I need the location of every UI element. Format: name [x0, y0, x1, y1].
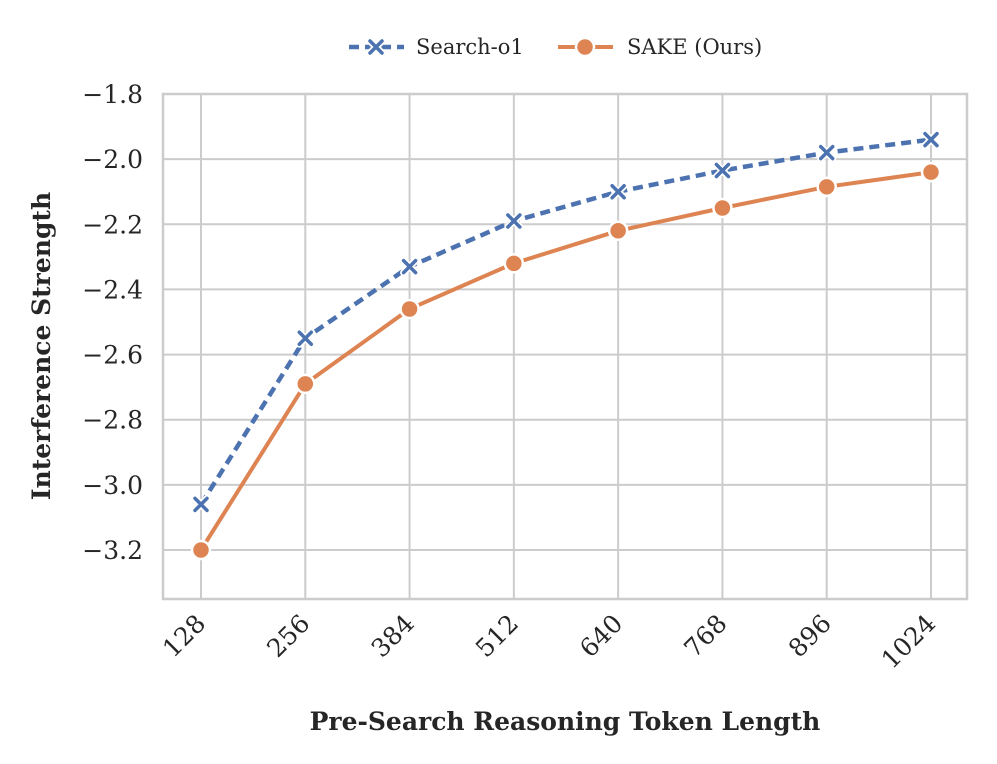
data-point: [190, 539, 212, 561]
data-point: [608, 182, 628, 202]
y-tick-label: −2.2: [82, 210, 143, 239]
x-ticks: 128 256 384 512 640 768 896 1024: [157, 609, 941, 674]
data-point: [503, 253, 525, 274]
data-point: [400, 257, 420, 277]
data-point: [295, 373, 316, 395]
y-tick-label: −2.4: [82, 275, 143, 304]
data-point: [607, 220, 629, 242]
legend-marker: [574, 36, 596, 58]
y-tick-label: −2.0: [82, 145, 143, 174]
series-line: [199, 137, 932, 506]
y-tick-label: −3.2: [82, 536, 143, 565]
x-axis-label: Pre-Search Reasoning Token Length: [310, 707, 821, 736]
data-point: [816, 176, 837, 198]
grid: [163, 93, 967, 599]
x-tick-label: 896: [783, 609, 837, 663]
x-tick-label: 640: [574, 609, 628, 663]
legend-marker: [366, 37, 386, 57]
data-point: [712, 161, 732, 181]
data-point: [295, 328, 315, 348]
legend: Search-o1 SAKE (Ours): [349, 35, 762, 59]
series-layer: [190, 130, 942, 561]
x-tick-label: 1024: [876, 609, 941, 674]
data-point: [817, 143, 837, 163]
x-tick-label: 128: [157, 609, 211, 663]
x-tick-label: 384: [366, 609, 420, 663]
data-point: [191, 494, 211, 514]
x-tick-label: 512: [470, 609, 524, 663]
y-tick-label: −2.8: [82, 406, 143, 435]
series-0: [191, 130, 941, 514]
x-tick-label: 256: [261, 609, 315, 663]
x-tick-label: 768: [678, 609, 732, 663]
data-point: [399, 298, 420, 320]
legend-item: Search-o1: [349, 35, 524, 59]
legend-item: SAKE (Ours): [558, 35, 762, 59]
data-point: [921, 130, 941, 150]
data-point: [920, 161, 942, 183]
data-point: [504, 211, 524, 231]
y-tick-label: −2.6: [82, 341, 143, 370]
y-tick-label: −1.8: [82, 80, 143, 109]
legend-label: Search-o1: [416, 35, 524, 59]
series-line: [199, 170, 932, 552]
y-ticks: −1.8 −2.0 −2.2 −2.4 −2.6 −2.8 −3.0 −3.2: [82, 80, 143, 565]
plot-frame: [161, 92, 969, 601]
y-tick-label: −3.0: [82, 471, 143, 500]
y-axis-label: Interference Strength: [27, 192, 56, 500]
data-point: [712, 197, 733, 219]
legend-label: SAKE (Ours): [627, 35, 762, 59]
series-1: [190, 161, 942, 561]
